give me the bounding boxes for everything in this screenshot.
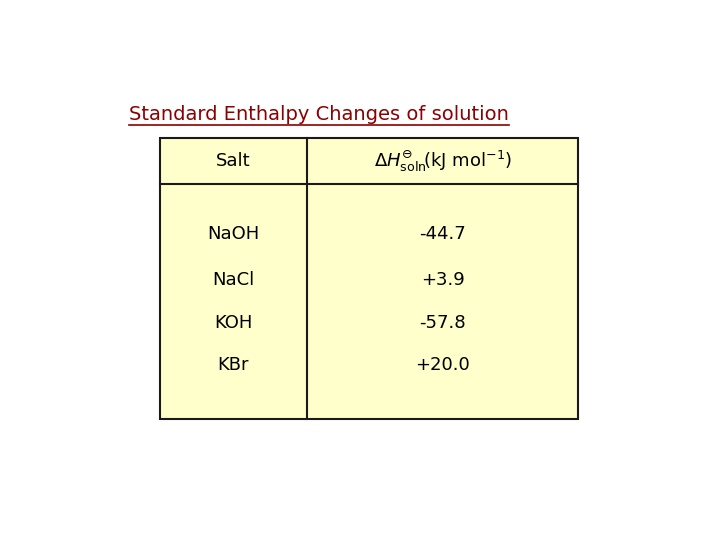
Text: +3.9: +3.9 bbox=[420, 272, 464, 289]
Text: $\Delta H^{\!\ominus}_{\mathrm{soln}}\!(\mathrm{kJ\ mol^{-1}})$: $\Delta H^{\!\ominus}_{\mathrm{soln}}\!(… bbox=[374, 148, 512, 174]
Text: NaCl: NaCl bbox=[212, 272, 254, 289]
Text: +20.0: +20.0 bbox=[415, 356, 470, 374]
Text: KBr: KBr bbox=[217, 356, 249, 374]
Text: -44.7: -44.7 bbox=[419, 225, 466, 243]
Text: Standard Enthalpy Changes of solution: Standard Enthalpy Changes of solution bbox=[129, 105, 508, 124]
Text: -57.8: -57.8 bbox=[419, 314, 466, 332]
Bar bbox=[160, 138, 578, 419]
Text: KOH: KOH bbox=[214, 314, 253, 332]
Text: Salt: Salt bbox=[216, 152, 251, 170]
Text: NaOH: NaOH bbox=[207, 225, 259, 243]
